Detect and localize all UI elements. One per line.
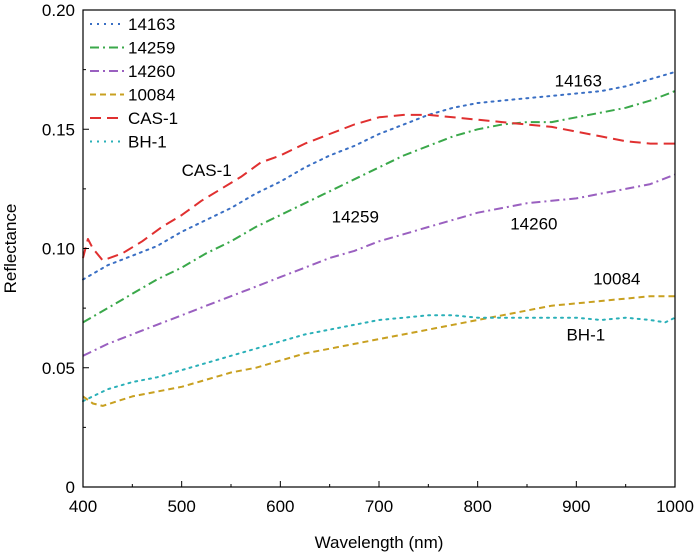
series-line-14163 <box>82 71 676 281</box>
series-layer <box>82 71 676 407</box>
legend: 14163 14259 14260 10084 CAS-1 BH-1 <box>90 15 178 152</box>
series-line-bh-1 <box>82 314 676 403</box>
x-tick-label: 400 <box>69 497 97 516</box>
legend-label: 14259 <box>128 39 175 58</box>
legend-label: BH-1 <box>128 133 167 152</box>
series-line-14260 <box>82 173 676 357</box>
y-tick-label: 0.15 <box>42 120 75 139</box>
annotation-label: BH-1 <box>566 325 605 344</box>
y-tick-label: 0.05 <box>42 359 75 378</box>
series-line-10084 <box>82 295 675 407</box>
x-tick-label: 1000 <box>656 497 694 516</box>
legend-label: CAS-1 <box>128 109 178 128</box>
legend-label: 14260 <box>128 62 175 81</box>
x-tick-label: 600 <box>266 497 294 516</box>
axes-layer: 400 500 600 700 800 900 1000 0 0.05 0.10 0.15 0.20 <box>42 1 694 516</box>
series-line-14259 <box>82 90 676 324</box>
annotation-label: 14260 <box>510 214 557 233</box>
x-tick-label: 700 <box>365 497 393 516</box>
legend-label: 14163 <box>128 15 175 34</box>
series-line-cas-1 <box>82 113 675 262</box>
x-tick-label: 800 <box>463 497 491 516</box>
x-tick-label: 900 <box>562 497 590 516</box>
annotation-label: 10084 <box>593 269 640 288</box>
annotation-label: CAS-1 <box>182 161 232 180</box>
x-axis-title: Wavelength (nm) <box>315 533 444 552</box>
y-tick-label: 0 <box>66 478 75 497</box>
y-axis-title: Reflectance <box>1 204 20 294</box>
legend-label: 10084 <box>128 86 175 105</box>
annotation-label: 14163 <box>555 71 602 90</box>
annotation-label: 14259 <box>332 207 379 226</box>
annotations: 14163 CAS-1 14259 14260 10084 BH-1 <box>182 71 641 344</box>
y-tick-label: 0.20 <box>42 1 75 20</box>
y-tick-label: 0.10 <box>42 240 75 259</box>
x-tick-label: 500 <box>167 497 195 516</box>
